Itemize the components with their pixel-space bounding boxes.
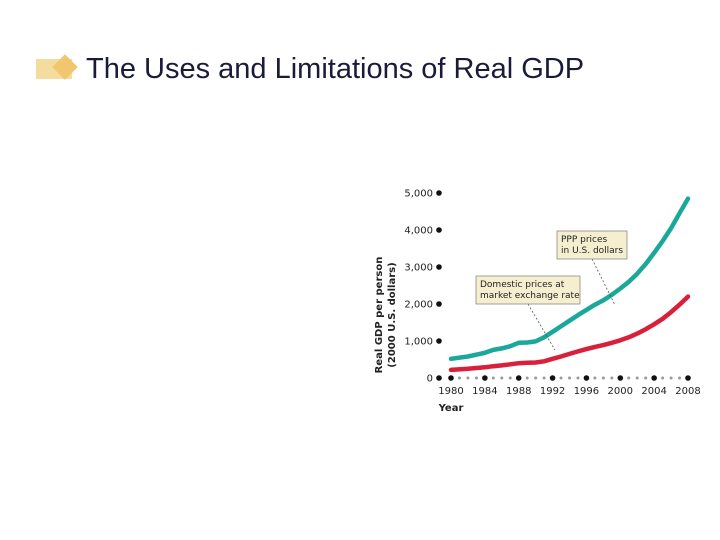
gdp-line-chart: Real GDP per person (2000 U.S. dollars) … xyxy=(374,189,701,415)
x-minor-dot xyxy=(601,376,605,380)
x-minor-dot xyxy=(466,376,470,380)
y-axis-title: Real GDP per person (2000 U.S. dollars) xyxy=(374,257,398,374)
x-tick-label-1992: 1992 xyxy=(540,386,565,397)
x-tick-label-1988: 1988 xyxy=(506,386,531,397)
y-tick-dot xyxy=(436,227,442,233)
callout-ppp-line-2: in U.S. dollars xyxy=(561,246,623,256)
x-minor-dot xyxy=(500,376,504,380)
slide-title-bar: The Uses and Limitations of Real GDP xyxy=(36,50,696,90)
x-minor-dot xyxy=(491,376,495,380)
x-minor-dot xyxy=(559,376,563,380)
x-minor-dot xyxy=(635,376,639,380)
y-tick-dot xyxy=(436,264,442,270)
x-minor-dot xyxy=(474,376,478,380)
x-minor-dot xyxy=(610,376,614,380)
y-tick-dot xyxy=(436,190,442,196)
x-major-dot xyxy=(685,375,691,381)
x-minor-dot xyxy=(669,376,673,380)
x-major-dot xyxy=(482,375,488,381)
x-tick-label-2008: 2008 xyxy=(675,386,700,397)
series-line-domestic xyxy=(448,294,691,373)
x-minor-dot xyxy=(508,376,512,380)
y-tick-label-2-000: 2,000 xyxy=(404,300,433,311)
x-minor-dot xyxy=(627,376,631,380)
y-tick-label-3-000: 3,000 xyxy=(404,263,433,274)
y-axis-title-line-1: Real GDP per person xyxy=(374,257,385,374)
x-tick-label-2004: 2004 xyxy=(641,386,666,397)
callout-ppp-line-1: PPP prices xyxy=(561,235,608,245)
x-tick-label-1980: 1980 xyxy=(438,386,463,397)
x-minor-dot xyxy=(568,376,571,380)
x-major-dot xyxy=(583,375,590,381)
x-minor-dot xyxy=(661,376,665,380)
x-minor-dot xyxy=(525,376,529,380)
callout-box-domestic xyxy=(475,275,581,305)
y-tick-label-4-000: 4,000 xyxy=(404,226,433,237)
x-minor-dot xyxy=(534,376,538,380)
series-layer xyxy=(448,196,691,373)
y-axis-ticks: 0 1,000 2,000 3,000 4,000 5,000 xyxy=(404,189,442,385)
x-minor-dot xyxy=(457,376,461,380)
y-tick-label-0: 0 xyxy=(427,374,433,385)
x-minor-dot xyxy=(678,376,682,380)
x-major-dot xyxy=(651,375,657,381)
y-tick-dot xyxy=(436,301,442,307)
callout-domestic-line-2: market exchange rate xyxy=(480,291,580,301)
y-tick-label-1-000: 1,000 xyxy=(404,337,433,348)
y-tick-label-5-000: 5,000 xyxy=(404,189,433,200)
callout-domestic-line-1: Domestic prices at xyxy=(480,280,565,290)
y-tick-dot xyxy=(436,338,442,344)
callout-leader-domestic xyxy=(527,303,556,351)
x-axis-title: Year xyxy=(438,403,464,414)
x-minor-dot xyxy=(644,376,648,380)
x-axis-ticks: 1980 1984 1988 1992 1996 2000 2004 2008 xyxy=(438,386,700,397)
x-tick-label-1996: 1996 xyxy=(574,386,599,397)
x-tick-label-2000: 2000 xyxy=(608,386,633,397)
y-tick-dot xyxy=(436,375,442,381)
x-major-dot xyxy=(515,375,522,381)
x-axis-dots xyxy=(448,375,691,381)
x-major-dot xyxy=(549,375,556,381)
x-minor-dot xyxy=(576,376,580,380)
x-major-dot xyxy=(617,375,624,381)
x-major-dot xyxy=(448,375,454,381)
callout-leader-ppp xyxy=(591,258,616,306)
slide-title: The Uses and Limitations of Real GDP xyxy=(86,53,585,85)
x-minor-dot xyxy=(542,376,546,380)
x-minor-dot xyxy=(593,376,597,380)
callout-box-ppp xyxy=(556,230,628,260)
x-tick-label-1984: 1984 xyxy=(472,386,497,397)
y-axis-title-line-2: (2000 U.S. dollars) xyxy=(387,262,398,367)
series-line-ppp xyxy=(448,196,691,362)
